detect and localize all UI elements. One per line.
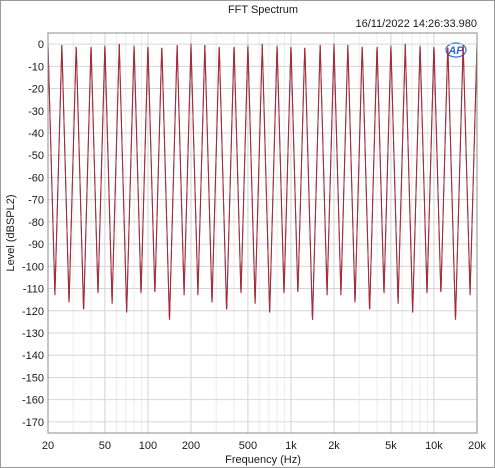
y-tick-label: -60 [28,172,44,184]
y-axis-label: Level (dBSPL2) [5,194,17,271]
timestamp: 16/11/2022 14:26:33.980 [355,18,477,30]
x-tick-label: 10k [425,440,443,452]
y-tick-label: -40 [28,128,44,140]
y-tick-label: -20 [28,84,44,96]
y-tick-label: -50 [28,150,44,162]
y-axis-ticks: 0 -10 -20 -30 -40 -50 -60 -70 -80 -90 -100 -110 -120… [22,39,44,429]
plot-grid [47,33,478,433]
series-layer [47,43,478,320]
plot-border [47,32,478,434]
x-axis-ticks: 20 50 100 200 500 1k 2k 5k 10k 20k [42,440,486,452]
x-tick-label: 200 [182,440,200,452]
chart-title: FFT Spectrum [228,4,298,16]
y-tick-label: -10 [28,61,44,73]
y-tick-label: -170 [22,417,44,429]
y-tick-label: -140 [22,350,44,362]
y-tick-label: -120 [22,306,44,318]
x-axis-label: Frequency (Hz) [225,454,301,466]
y-tick-label: -100 [22,261,44,273]
y-tick-label: -110 [23,284,44,296]
y-tick-label: -160 [22,395,44,407]
y-tick-label: -90 [28,239,44,251]
x-tick-label: 1k [285,440,297,452]
x-tick-label: 5k [385,440,397,452]
ap-logo: AP [445,42,467,58]
y-tick-label: -150 [22,372,44,384]
y-tick-label: -70 [28,195,44,207]
x-tick-label: 100 [139,440,157,452]
x-tick-label: 20k [468,440,486,452]
x-tick-label: 2k [328,440,340,452]
series-line [47,43,478,320]
y-tick-label: -80 [28,217,44,229]
y-tick-label: 0 [38,39,44,51]
y-tick-label: -130 [22,328,44,340]
x-tick-label: 500 [239,440,257,452]
x-tick-label: 50 [99,440,111,452]
y-tick-label: -30 [28,106,44,118]
x-tick-label: 20 [42,440,54,452]
ap-logo-text: AP [447,45,464,57]
